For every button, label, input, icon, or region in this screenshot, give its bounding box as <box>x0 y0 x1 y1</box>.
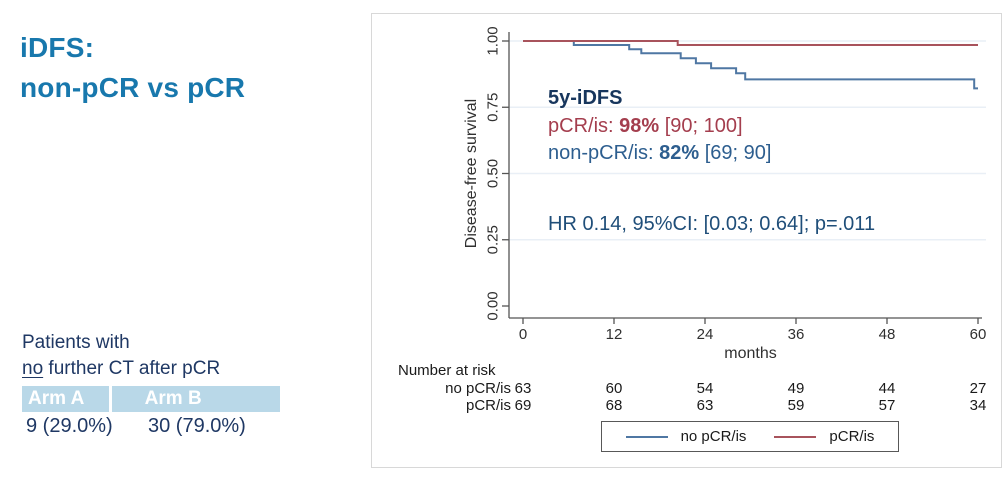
at-risk-value: 63 <box>514 380 532 397</box>
at-risk-value: 27 <box>969 380 987 397</box>
at-risk-value: 34 <box>969 396 987 414</box>
annotation-hazard-ratio: HR 0.14, 95%CI: [0.03; 0.64]; p=.011 <box>548 213 876 235</box>
annotation-5y-idfs: 5y-iDFS <box>548 87 623 109</box>
no-pcr-line-swatch <box>625 435 668 438</box>
annotation-nonpcr-estimate: non-pCR/is: 82% [69; 90] <box>548 142 771 165</box>
at-risk-value: 54 <box>696 380 714 397</box>
km-plot: 0.00 0.25 0.50 0.75 1.00 0 12 24 36 48 60 months Dis… <box>463 26 987 362</box>
at-risk-value: 68 <box>605 396 623 414</box>
page-title: iDFS: non-pCR vs pCR <box>20 28 245 108</box>
legend-label-no-pcr: no pCR/is <box>680 428 747 445</box>
arm-table-values: 9 (29.0%) 30 (79.0%) <box>22 412 280 442</box>
nonpcr-ci: [69; 90] <box>699 142 772 164</box>
at-risk-row-label: no pCR/is <box>445 380 511 397</box>
x-tick-label: 24 <box>697 326 714 343</box>
at-risk-row-label: pCR/is <box>465 396 511 414</box>
arm-b-header: Arm B <box>111 386 280 412</box>
arm-a-header: Arm A <box>22 386 109 412</box>
x-tick-label: 36 <box>788 326 805 343</box>
km-legend: no pCR/is pCR/is <box>601 421 899 452</box>
at-risk-value: 60 <box>605 380 623 397</box>
nonpcr-value: 82% <box>659 142 700 164</box>
at-risk-value: 59 <box>787 396 805 414</box>
legend-label-pcr: pCR/is <box>829 428 875 445</box>
at-risk-value: 49 <box>787 380 805 397</box>
y-tick-label: 1.00 <box>485 26 502 55</box>
x-axis-title: months <box>724 345 776 362</box>
legend-item-pcr: pCR/is <box>774 428 874 445</box>
note-line-2: no further CT after pCR <box>22 356 220 382</box>
arm-b-value: 30 (79.0%) <box>148 415 246 437</box>
km-curve-pcr <box>523 40 978 46</box>
x-tick-label: 0 <box>519 326 527 343</box>
at-risk-value: 44 <box>878 380 896 397</box>
number-at-risk-heading: Number at risk <box>398 362 496 379</box>
km-chart-panel: 0.00 0.25 0.50 0.75 1.00 0 12 24 36 48 60 months Dis… <box>371 13 1002 468</box>
title-line-1: iDFS: <box>20 32 95 63</box>
annotation-pcr-estimate: pCR/is: 98% [90; 100] <box>548 115 743 138</box>
y-tick-label: 0.25 <box>485 225 502 254</box>
patients-note: Patients with no further CT after pCR <box>22 330 220 382</box>
y-tick-label: 0.50 <box>485 159 502 188</box>
underlined-word: no <box>22 358 44 379</box>
pcr-prefix: pCR/is: <box>548 115 620 137</box>
at-risk-value: 63 <box>696 396 714 414</box>
legend-item-no-pcr: no pCR/is <box>625 428 747 445</box>
pcr-value: 98% <box>619 115 660 137</box>
at-risk-value: 69 <box>514 396 532 414</box>
pcr-ci: [90; 100] <box>659 115 743 137</box>
y-axis-title: Disease-free survival <box>463 99 480 248</box>
x-tick-label: 60 <box>970 326 987 343</box>
pcr-line-swatch <box>774 435 817 438</box>
x-tick-label: 48 <box>879 326 896 343</box>
nonpcr-prefix: non-pCR/is: <box>548 142 660 164</box>
at-risk-value: 57 <box>878 396 896 414</box>
km-curve-no-pcr <box>523 40 978 90</box>
arm-a-value: 9 (29.0%) <box>26 415 113 437</box>
arm-results-table: Arm A Arm B 9 (29.0%) 30 (79.0%) <box>22 386 280 442</box>
y-tick-label: 0.00 <box>485 291 502 320</box>
note-line-2-rest: further CT after pCR <box>43 358 221 379</box>
note-line-1: Patients with <box>22 332 130 353</box>
title-line-2: non-pCR vs pCR <box>20 72 246 103</box>
y-tick-label: 0.75 <box>485 93 502 122</box>
arm-table-header: Arm A Arm B <box>22 386 280 412</box>
x-tick-label: 12 <box>606 326 623 343</box>
